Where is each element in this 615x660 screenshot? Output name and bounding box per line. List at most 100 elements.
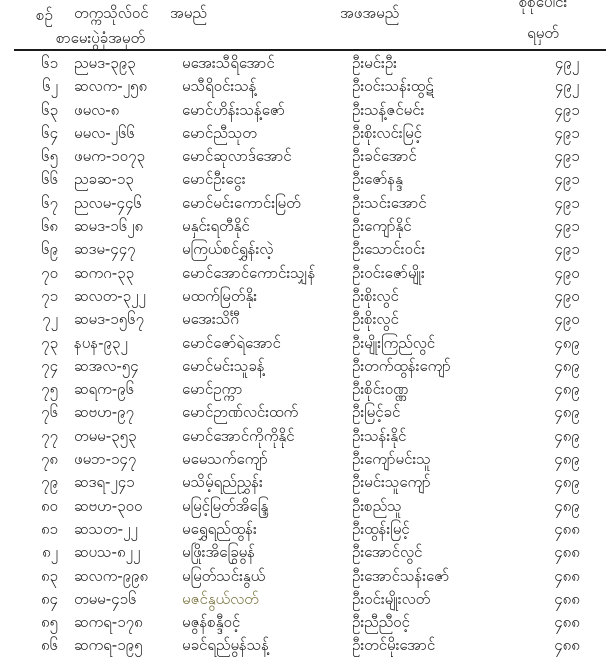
score-cell: ၄၉၁ xyxy=(554,123,580,142)
score-cell: ၄၉၂ xyxy=(554,54,580,72)
roll-number-cell: ဖမဘ-၁၄၇ xyxy=(74,450,137,469)
table-row: ၈၀ ဆဗဟ-၃၀၀ မမြင့်မြတ်အိန္ဒြေ ဦးစည်သူ ၄၈၉ xyxy=(0,495,615,518)
father-name-cell: ဦးကျော်မင်းသူ xyxy=(352,450,431,469)
father-name-cell: ဦးသောင်းဝင်း xyxy=(352,240,426,259)
name-cell: မမြတ်သင်းနွယ် xyxy=(182,566,266,585)
header-score-line2: ရမှတ် xyxy=(527,24,559,42)
father-name-cell: ဦးသန်းနိုင် xyxy=(352,426,407,445)
score-cell: ၄၉၁ xyxy=(554,193,580,212)
results-table-body: ၆၁ ညမဒ-၃၉၃ မအေးသီရိအောင် ဦးမင်းဦး ၄၉၂ ၆၂… xyxy=(0,52,615,658)
name-cell: မောင်အောင်ကိုကိုနိုင် xyxy=(182,426,295,445)
roll-number-cell: ဆအလ-၅၄ xyxy=(74,356,139,375)
serial-cell: ၇၃ xyxy=(41,333,58,352)
serial-cell: ၆၇ xyxy=(41,193,58,212)
serial-cell: ၈၀ xyxy=(40,496,58,515)
serial-cell: ၆၂ xyxy=(42,77,58,96)
father-name-cell: ဦးဝင်းဇော်မျိုး xyxy=(352,263,425,282)
serial-cell: ၇၉ xyxy=(41,473,58,492)
name-cell: မဇွန်စန္ဒီဝင့် xyxy=(182,613,241,632)
header-father-name: အဖအမည် xyxy=(340,4,400,22)
roll-number-cell: ညလမ-၄၄၆ xyxy=(74,193,142,212)
father-name-cell: ဦးမင်းဦး xyxy=(352,54,397,72)
serial-cell: ၇၈ xyxy=(40,450,58,469)
score-cell: ၄၈၉ xyxy=(554,356,580,375)
father-name-cell: ဦးအောင်လွင် xyxy=(352,543,423,562)
father-name-cell: ဦးညီညီဝင့် xyxy=(352,613,410,632)
serial-cell: ၇၁ xyxy=(41,286,58,305)
roll-number-cell: ဖမလ-၈ xyxy=(74,100,120,119)
roll-number-cell: ဆသတ-၂၂ xyxy=(74,519,138,538)
table-row: ၆၈ ဆမဒ-၁၆၂၈ မနှင်းရတီနိုင် ဦးကျော်နိုင် … xyxy=(0,215,615,238)
score-cell: ၄၈၉ xyxy=(554,496,580,515)
serial-cell: ၆၁ xyxy=(41,54,58,72)
name-cell: မဇင်နွယ်လတ် xyxy=(182,589,259,608)
roll-number-cell: ဆဗဟ-၉၇ xyxy=(74,403,135,422)
table-row: ၈၆ ဆကရ-၁၉၅ မခင်ရည်မွန်သန့် ဦးတင်မိုးအောင… xyxy=(0,634,615,657)
father-name-cell: ဦးကျော်နိုင် xyxy=(352,217,412,236)
father-name-cell: ဦးစိုးလင်းမြင့် xyxy=(352,123,422,142)
name-cell: မအေးသိင်္ဂီ xyxy=(182,310,240,329)
father-name-cell: ဦးသန့်ဇင်မင်း xyxy=(352,100,425,119)
score-cell: ၄၈၉ xyxy=(554,450,580,469)
serial-cell: ၈၃ xyxy=(40,566,58,585)
serial-cell: ၈၄ xyxy=(40,589,58,608)
score-cell: ၄၉၀ xyxy=(554,310,580,329)
roll-number-cell: တမမ-၃၅၃ xyxy=(74,426,137,445)
table-row: ၇၁ ဆလတ-၃၂၂ မထက်မြတ်နိုး ဦးစိုးလွင် ၄၉၀ xyxy=(0,285,615,308)
name-cell: မကြယ်စင်ရွှန်းလဲ့ xyxy=(182,240,274,259)
father-name-cell: ဦးမင်းသူကျော် xyxy=(352,473,431,492)
father-name-cell: ဦးဇော်နန္ဒ xyxy=(352,170,403,189)
serial-cell: ၆၆ xyxy=(41,170,58,189)
score-cell: ၄၉၀ xyxy=(554,286,580,305)
table-row: ၇၃ နပန-၉၃၂ မောင်ဇော်ရဲအောင် ဦးမျိုးကြည်လ… xyxy=(0,332,615,355)
score-cell: ၄၉၁ xyxy=(554,170,580,189)
roll-number-cell: နပန-၉၃၂ xyxy=(74,333,128,352)
father-name-cell: ဦးထွန်းမြင့် xyxy=(352,519,410,538)
score-cell: ၄၉၁ xyxy=(554,100,580,119)
name-cell: မောင်မင်းကောင်းမြတ် xyxy=(182,193,301,212)
name-cell: မောင်မင်းသူခန့် xyxy=(182,356,265,375)
name-cell: မောင်ဉာဏ်လင်းထက် xyxy=(182,403,299,422)
score-cell: ၄၈၉ xyxy=(554,380,580,399)
header-serial: စဉ် xyxy=(36,6,53,24)
score-cell: ၄၉၁ xyxy=(554,240,580,259)
table-header: စဉ် တက္ကသိုလ်ဝင် စာမေးပွဲခုံအမှတ် အမည် အ… xyxy=(0,0,615,52)
table-row: ၆၆ ညခဆ-၁၃ မောင်ဦးငွေး ဦးဇော်နန္ဒ ၄၉၁ xyxy=(0,168,615,191)
header-score-line1: စုစုပေါင်း xyxy=(518,0,568,11)
score-cell: ၄၈၈ xyxy=(554,636,580,655)
name-cell: မောင်ဆုလာဒ်အောင် xyxy=(182,147,292,166)
serial-cell: ၇၅ xyxy=(41,380,58,399)
table-row: ၇၈ ဖမဘ-၁၄၇ မမေသက်ကျော် ဦးကျော်မင်းသူ ၄၈၉ xyxy=(0,448,615,471)
score-cell: ၄၉၁ xyxy=(554,147,580,166)
name-cell: မောင်ဟိန်းသန့်ဇော် xyxy=(182,100,285,119)
name-cell: မနှင်းရတီနိုင် xyxy=(182,217,250,236)
table-row: ၆၁ ညမဒ-၃၉၃ မအေးသီရိအောင် ဦးမင်းဦး ၄၉၂ xyxy=(0,52,615,75)
table-row: ၆၇ ညလမ-၄၄၆ မောင်မင်းကောင်းမြတ် ဦးသင်းအော… xyxy=(0,192,615,215)
name-cell: မောင်ဥက္ကာ xyxy=(182,380,243,399)
name-cell: မောင်ဦးငွေး xyxy=(182,170,246,189)
table-row: ၈၁ ဆသတ-၂၂ မရွှေရည်ထွန်း ဦးထွန်းမြင့် ၄၈၈ xyxy=(0,518,615,541)
score-cell: ၄၈၈ xyxy=(554,566,580,585)
name-cell: မရွှေရည်ထွန်း xyxy=(182,519,257,538)
table-row: ၆၉ ဆဒမ-၄၄၇ မကြယ်စင်ရွှန်းလဲ့ ဦးသောင်းဝင်… xyxy=(0,238,615,261)
roll-number-cell: ဆမဒ-၁၅၆၇ xyxy=(74,310,145,329)
table-row: ၆၅ ဖမက-၁၀၇၃ မောင်ဆုလာဒ်အောင် ဦးခင်အောင် … xyxy=(0,145,615,168)
table-row: ၆၃ ဖမလ-၈ မောင်ဟိန်းသန့်ဇော် ဦးသန့်ဇင်မင်… xyxy=(0,99,615,122)
name-cell: မခင်ရည်မွန်သန့် xyxy=(182,636,270,655)
score-cell: ၄၉၁ xyxy=(554,217,580,236)
serial-cell: ၈၆ xyxy=(40,636,58,655)
name-cell: မောင်ဇော်ရဲအောင် xyxy=(182,333,281,352)
serial-cell: ၇၆ xyxy=(41,403,58,422)
name-cell: မသိမ့်ရည်ညွှန်း xyxy=(182,473,263,492)
father-name-cell: ဦးစိုးလွင် xyxy=(352,286,399,305)
father-name-cell: ဦးခင်အောင် xyxy=(352,147,417,166)
score-cell: ၄၈၈ xyxy=(554,589,580,608)
roll-number-cell: ဆဒရ-၂၄၁ xyxy=(74,473,135,492)
serial-cell: ၈၅ xyxy=(40,613,58,632)
score-cell: ၄၈၉ xyxy=(554,333,580,352)
father-name-cell: ဦးစည်သူ xyxy=(352,496,402,515)
score-cell: ၄၈၉ xyxy=(554,426,580,445)
serial-cell: ၇၂ xyxy=(42,310,58,329)
table-row: ၈၅ ဆကရ-၁၇၈ မဇွန်စန္ဒီဝင့် ဦးညီညီဝင့် ၄၈၈ xyxy=(0,611,615,634)
name-cell: မဖြိုးအိခြွေမွန် xyxy=(182,543,255,562)
